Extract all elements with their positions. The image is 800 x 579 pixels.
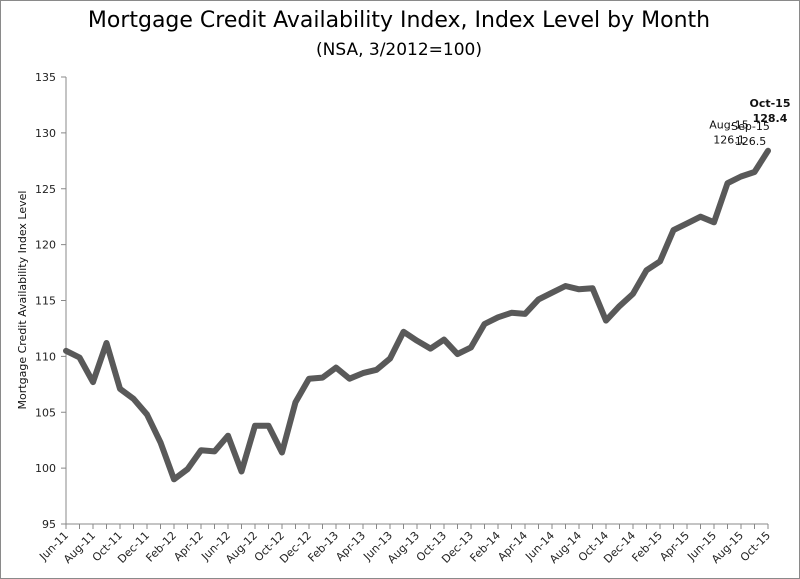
series-line <box>63 147 771 483</box>
annotation-value: 126.1 <box>713 133 745 146</box>
x-tick-label: Feb-14 <box>467 529 503 565</box>
annotation-value: 128.4 <box>753 112 788 125</box>
y-tick-label: 120 <box>35 239 56 252</box>
x-tick-label: Apr-14 <box>495 529 530 564</box>
x-tick-label: Apr-13 <box>333 529 368 564</box>
annotation-label: Oct-15 <box>749 97 790 110</box>
x-tick-label: Oct-15 <box>738 529 773 564</box>
y-tick-label: 130 <box>35 127 56 140</box>
x-tick-label: Feb-12 <box>143 529 179 565</box>
x-axis-ticks: Jun-11Aug-11Oct-11Dec-11Feb-12Apr-12Jun-… <box>36 524 773 566</box>
annotation-label: Sep-15 <box>731 120 770 133</box>
chart-axes <box>65 77 768 525</box>
y-axis-label: Mortgage Credit Availability Index Level <box>16 191 29 410</box>
chart-title: Mortgage Credit Availability Index, Inde… <box>87 8 711 33</box>
x-tick-label: Apr-12 <box>171 529 206 564</box>
series-group <box>63 147 771 483</box>
y-tick-label: 100 <box>35 462 56 475</box>
y-axis-ticks: 95 100 105 110 115 120 125 130 135 <box>35 71 66 531</box>
y-tick-label: 135 <box>35 71 56 84</box>
chart-subtitle: (NSA, 3/2012=100) <box>315 40 483 60</box>
y-tick-label: 110 <box>35 350 56 363</box>
x-tick-label: Feb-15 <box>629 529 665 565</box>
x-tick-label: Apr-15 <box>657 529 692 564</box>
y-tick-label: 125 <box>35 183 56 196</box>
y-tick-label: 105 <box>35 406 56 419</box>
x-tick-label: Feb-13 <box>305 529 341 565</box>
y-tick-label: 115 <box>35 295 56 308</box>
annotation-label: Aug-15 <box>709 118 748 131</box>
annotation-value: 126.5 <box>735 135 767 148</box>
y-tick-label: 95 <box>42 518 56 531</box>
